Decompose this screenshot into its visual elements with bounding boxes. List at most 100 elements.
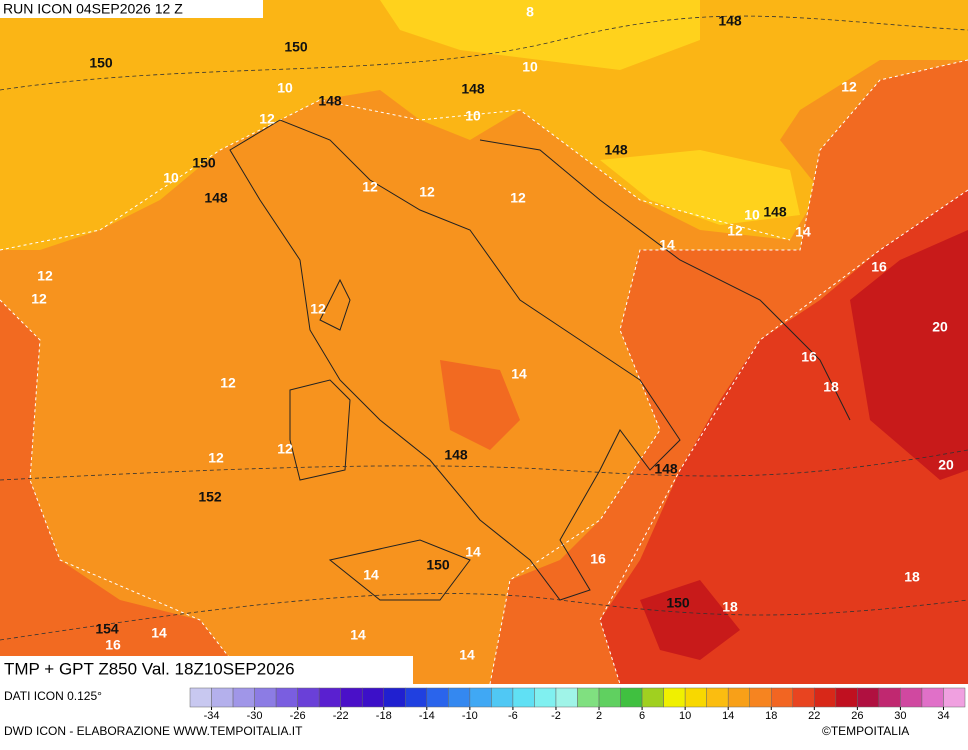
color-box xyxy=(943,687,966,708)
color-box xyxy=(771,687,794,708)
height-label: 148 xyxy=(461,81,485,97)
color-box xyxy=(792,687,815,708)
color-box xyxy=(814,687,837,708)
temperature-label: 20 xyxy=(932,319,948,335)
tick-label: -34 xyxy=(204,710,220,722)
color-box xyxy=(921,687,944,708)
color-box xyxy=(405,687,428,708)
color-box xyxy=(577,687,600,708)
temperature-label: 10 xyxy=(465,108,481,124)
temperature-label: 10 xyxy=(744,207,760,223)
color-box xyxy=(534,687,557,708)
dark-red-field xyxy=(640,230,968,660)
isotherms xyxy=(0,59,968,685)
brand-label: ©TEMPOITALIA xyxy=(822,724,909,738)
tick-label: -6 xyxy=(508,710,518,722)
tick-label: -14 xyxy=(419,710,435,722)
tick-label: -18 xyxy=(376,710,392,722)
color-box xyxy=(857,687,880,708)
color-box xyxy=(835,687,858,708)
height-label: 148 xyxy=(718,13,742,29)
temperature-label: 14 xyxy=(151,625,167,641)
tick-label: 2 xyxy=(596,710,602,722)
height-label: 148 xyxy=(204,190,228,206)
yellow-field xyxy=(380,0,800,225)
temperature-label: 12 xyxy=(277,441,293,457)
header-box xyxy=(0,0,263,18)
product-box xyxy=(0,656,413,684)
temperature-label: 12 xyxy=(31,291,47,307)
color-box xyxy=(878,687,901,708)
temperature-label: 10 xyxy=(163,170,179,186)
temperature-label: 12 xyxy=(510,190,526,206)
color-box xyxy=(275,687,298,708)
height-label: 148 xyxy=(444,447,468,463)
temperature-label: 10 xyxy=(277,80,293,96)
tick-label: 6 xyxy=(639,710,645,722)
color-box xyxy=(641,687,664,708)
tick-label: -30 xyxy=(247,710,263,722)
temperature-label: 14 xyxy=(795,224,811,240)
temperature-label: 14 xyxy=(350,627,366,643)
height-label: 154 xyxy=(95,621,119,637)
colorbar: -34 -30 -26 -22 -18 -14 -10 -6 -2 2 6 10 14 18 22 26 30 3… xyxy=(189,687,966,722)
temperature-label: 12 xyxy=(37,268,53,284)
color-box xyxy=(512,687,535,708)
temperature-label: 12 xyxy=(419,184,435,200)
tick-label: -22 xyxy=(333,710,349,722)
credit-label: DWD ICON - ELABORAZIONE WWW.TEMPOITALIA.… xyxy=(4,724,303,738)
temperature-label: 16 xyxy=(590,551,606,567)
temperature-label: 14 xyxy=(465,544,481,560)
color-box xyxy=(684,687,707,708)
tick-label: -10 xyxy=(462,710,478,722)
temperature-label: 18 xyxy=(904,569,920,585)
orange-red-field xyxy=(0,300,250,684)
color-box xyxy=(469,687,492,708)
color-box xyxy=(232,687,255,708)
height-label: 148 xyxy=(318,93,342,109)
temperature-label: 14 xyxy=(363,567,379,583)
color-box xyxy=(211,687,234,708)
height-label: 148 xyxy=(654,461,678,477)
tick-label: -2 xyxy=(551,710,561,722)
temperature-label: 10 xyxy=(522,59,538,75)
color-box xyxy=(254,687,277,708)
tick-label: 14 xyxy=(722,710,734,722)
orange-red-field xyxy=(440,360,520,450)
temperature-label: 14 xyxy=(659,237,675,253)
color-box xyxy=(361,687,385,708)
temperature-label: 14 xyxy=(511,366,527,382)
temperature-label: 14 xyxy=(459,647,475,663)
color-box xyxy=(189,687,212,708)
height-label: 150 xyxy=(666,595,690,611)
height-label: 148 xyxy=(763,204,787,220)
tick-label: -26 xyxy=(290,710,306,722)
temperature-label: 12 xyxy=(220,375,236,391)
height-label: 150 xyxy=(284,39,308,55)
temperature-label: 16 xyxy=(871,259,887,275)
temperature-label: 12 xyxy=(362,179,378,195)
temperature-label: 16 xyxy=(801,349,817,365)
color-box xyxy=(749,687,772,708)
product-label: TMP + GPT Z850 Val. 18Z10SEP2026 xyxy=(4,659,295,678)
tick-label: 26 xyxy=(851,710,863,722)
temperature-label: 12 xyxy=(310,301,326,317)
temperature-label: 16 xyxy=(105,637,121,653)
color-box xyxy=(491,687,514,708)
tick-label: 22 xyxy=(808,710,820,722)
temperature-label: 12 xyxy=(208,450,224,466)
color-box xyxy=(663,687,686,708)
color-box xyxy=(448,687,471,708)
tick-label: 34 xyxy=(937,710,949,722)
color-box xyxy=(598,687,621,708)
run-label: RUN ICON 04SEP2026 12 Z xyxy=(3,1,183,17)
temperature-label: 18 xyxy=(722,599,738,615)
color-box xyxy=(620,687,643,708)
height-label: 150 xyxy=(89,55,113,71)
tick-label: 10 xyxy=(679,710,691,722)
source-label: DATI ICON 0.125° xyxy=(4,689,102,703)
color-box xyxy=(727,687,750,708)
height-label: 152 xyxy=(198,489,222,505)
